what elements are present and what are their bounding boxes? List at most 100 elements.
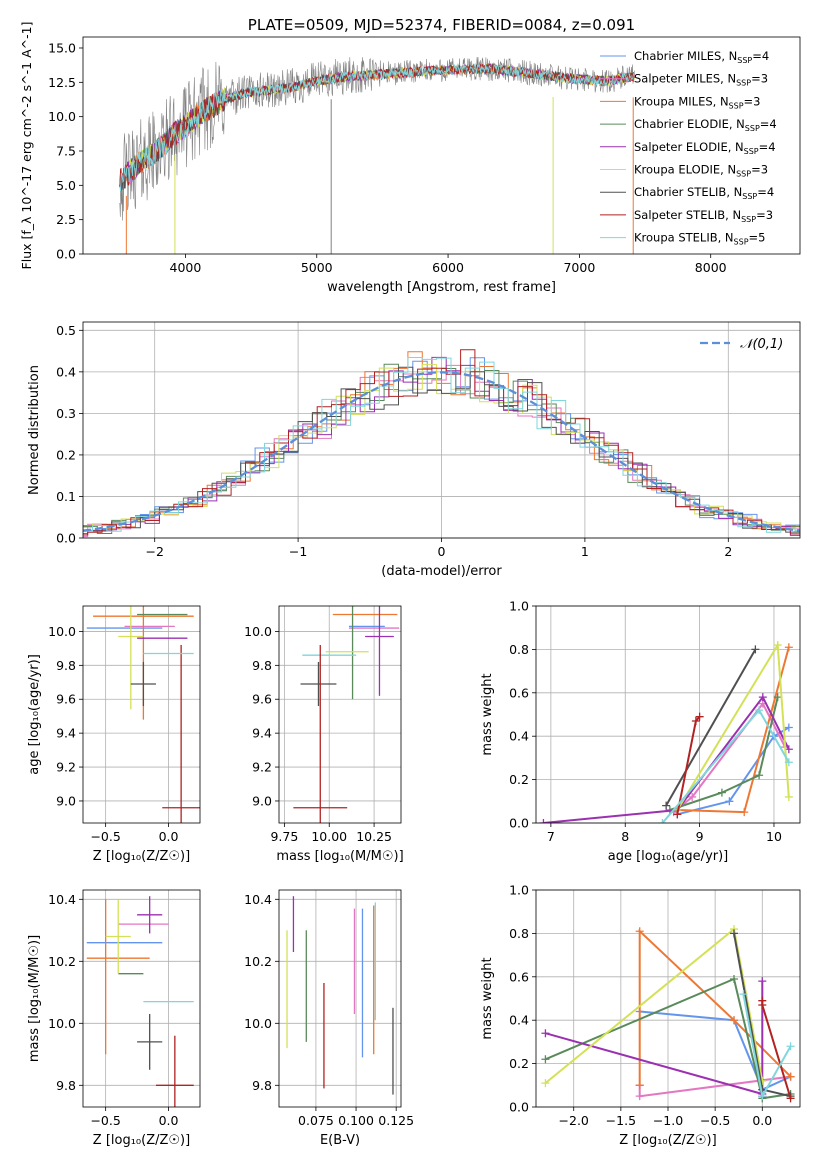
y-axis-label: Normed distribution bbox=[27, 365, 42, 495]
y-tick-label: 9.8 bbox=[252, 658, 272, 673]
x-tick-label: 6000 bbox=[432, 260, 464, 275]
y-axis-label: mass [log₁₀(M/M☉)] bbox=[27, 935, 42, 1062]
weight-marker bbox=[725, 797, 734, 806]
age-vs-Z-axes: −0.5 0.0 9.0 9.2 9.4 9.6 9.8 10.0 Z [log₁₀(Z/Z☉)… bbox=[27, 605, 201, 864]
mass-vs-Z-plot bbox=[86, 896, 194, 1107]
x-axis-label: E(B-V) bbox=[320, 1133, 360, 1148]
y-tick-label: 0.3 bbox=[56, 406, 76, 421]
weight-line bbox=[677, 726, 790, 816]
weight-marker bbox=[784, 758, 793, 767]
model-spectrum bbox=[119, 62, 635, 192]
x-tick-label: 0.075 bbox=[298, 1113, 334, 1128]
weight-series bbox=[673, 641, 793, 814]
y-tick-label: 10.2 bbox=[244, 954, 272, 969]
weight-marker bbox=[730, 974, 738, 983]
y-tick-label: 10.2 bbox=[48, 954, 76, 969]
data-point bbox=[155, 1035, 194, 1107]
y-tick-label: 10.0 bbox=[48, 1016, 76, 1031]
weight-series bbox=[662, 645, 760, 810]
spectrum-legend: Chabrier MILES, NSSP=4 Salpeter MILES, NS… bbox=[600, 49, 777, 247]
data-point bbox=[365, 606, 394, 696]
x-tick-label: −2 bbox=[145, 544, 163, 559]
x-tick-label: 7 bbox=[547, 829, 555, 844]
y-tick-label: 9.0 bbox=[252, 793, 272, 808]
data-point bbox=[293, 644, 348, 823]
weight-marker bbox=[673, 810, 682, 819]
weight-marker bbox=[784, 723, 793, 732]
weight-line bbox=[545, 981, 764, 1097]
x-tick-label: 7000 bbox=[563, 260, 595, 275]
y-tick-label: 9.6 bbox=[252, 692, 272, 707]
residuals-legend: 𝒩(0,1) bbox=[700, 337, 783, 352]
y-tick-label: 0.6 bbox=[509, 969, 529, 984]
y-tick-label: 2.5 bbox=[56, 212, 76, 227]
weight-series bbox=[758, 996, 795, 1103]
data-point bbox=[137, 896, 163, 934]
x-axis-label: age [log₁₀(age/yr)] bbox=[608, 849, 729, 864]
axes-frame bbox=[278, 889, 402, 1108]
axes-frame bbox=[82, 889, 201, 1108]
weight-marker bbox=[730, 1016, 738, 1025]
weight-marker bbox=[658, 819, 667, 823]
x-tick-label: −2.0 bbox=[559, 1113, 589, 1128]
weight-marker bbox=[758, 1092, 767, 1101]
y-tick-label: 9.2 bbox=[252, 760, 272, 775]
residuals-axes: −2 −1 0 1 2 0.0 0.1 0.2 0.3 0.4 0.5 (data-model)/er… bbox=[27, 321, 801, 579]
weight-marker bbox=[695, 712, 704, 721]
histogram-series bbox=[83, 356, 800, 536]
axes-frame bbox=[82, 36, 801, 255]
weight-series bbox=[665, 693, 782, 814]
gaussian-curve bbox=[83, 371, 800, 532]
y-tick-label: 0.4 bbox=[509, 729, 529, 744]
legend-entry: Salpeter STELIB, NSSP=3 bbox=[634, 208, 773, 224]
y-tick-label: 0.8 bbox=[509, 926, 529, 941]
spectrum-title: PLATE=0509, MJD=52374, FIBERID=0084, z=0… bbox=[248, 16, 635, 34]
weight-marker bbox=[755, 706, 764, 715]
y-axis-label: mass weight bbox=[480, 957, 495, 1039]
x-tick-label: 0.0 bbox=[752, 1113, 772, 1128]
weight-marker bbox=[740, 808, 749, 817]
weight-marker bbox=[784, 792, 793, 801]
y-axis-label: age [log₁₀(age/yr)] bbox=[27, 654, 42, 775]
weight-line bbox=[669, 696, 779, 811]
weight-marker bbox=[755, 771, 764, 780]
x-tick-label: −0.5 bbox=[90, 829, 120, 844]
y-tick-label: 0.0 bbox=[509, 816, 529, 831]
y-tick-label: 1.0 bbox=[509, 599, 529, 614]
y-tick-label: 0.4 bbox=[509, 1013, 529, 1028]
weight-marker bbox=[541, 1079, 550, 1088]
x-tick-label: −1.0 bbox=[653, 1113, 683, 1128]
y-tick-label: 15.0 bbox=[48, 40, 76, 55]
legend-entry: 𝒩(0,1) bbox=[740, 337, 783, 352]
x-tick-label: 0.0 bbox=[159, 1113, 179, 1128]
x-tick-label: 0.125 bbox=[378, 1113, 414, 1128]
weight-line bbox=[672, 701, 786, 813]
y-tick-label: 9.4 bbox=[56, 726, 76, 741]
weight-series bbox=[658, 706, 793, 823]
data-point bbox=[137, 1014, 163, 1070]
y-tick-label: 0.2 bbox=[509, 1056, 529, 1071]
x-axis-label: Z [log₁₀(Z/Z☉)] bbox=[93, 1133, 190, 1148]
y-tick-label: 0.2 bbox=[509, 772, 529, 787]
legend-entry: Salpeter ELODIE, NSSP=4 bbox=[634, 140, 776, 156]
x-tick-label: 1 bbox=[581, 544, 589, 559]
mass-vs-ebv-axes: 0.075 0.100 0.125 9.8 10.0 10.2 10.4 E(B-V) bbox=[244, 889, 414, 1148]
legend-entry: Kroupa MILES, NSSP=3 bbox=[634, 94, 760, 110]
y-tick-label: 0.0 bbox=[509, 1100, 529, 1115]
y-tick-label: 10.0 bbox=[48, 109, 76, 124]
y-tick-label: 7.5 bbox=[56, 143, 76, 158]
weight-marker bbox=[773, 693, 782, 702]
y-tick-label: 9.2 bbox=[56, 760, 76, 775]
spectrum-plot bbox=[119, 56, 635, 254]
legend-entry: Kroupa STELIB, NSSP=5 bbox=[634, 231, 765, 247]
y-tick-label: 0.1 bbox=[56, 489, 76, 504]
y-tick-label: 0.5 bbox=[56, 323, 76, 338]
y-tick-label: 9.8 bbox=[56, 1078, 76, 1093]
x-tick-label: 9 bbox=[696, 829, 704, 844]
histogram-plot bbox=[83, 349, 800, 538]
y-tick-label: 10.0 bbox=[48, 624, 76, 639]
data-point bbox=[162, 644, 200, 823]
massweight-vs-Z-plot bbox=[541, 925, 795, 1103]
y-tick-label: 12.5 bbox=[48, 75, 76, 90]
weight-marker bbox=[717, 788, 726, 797]
